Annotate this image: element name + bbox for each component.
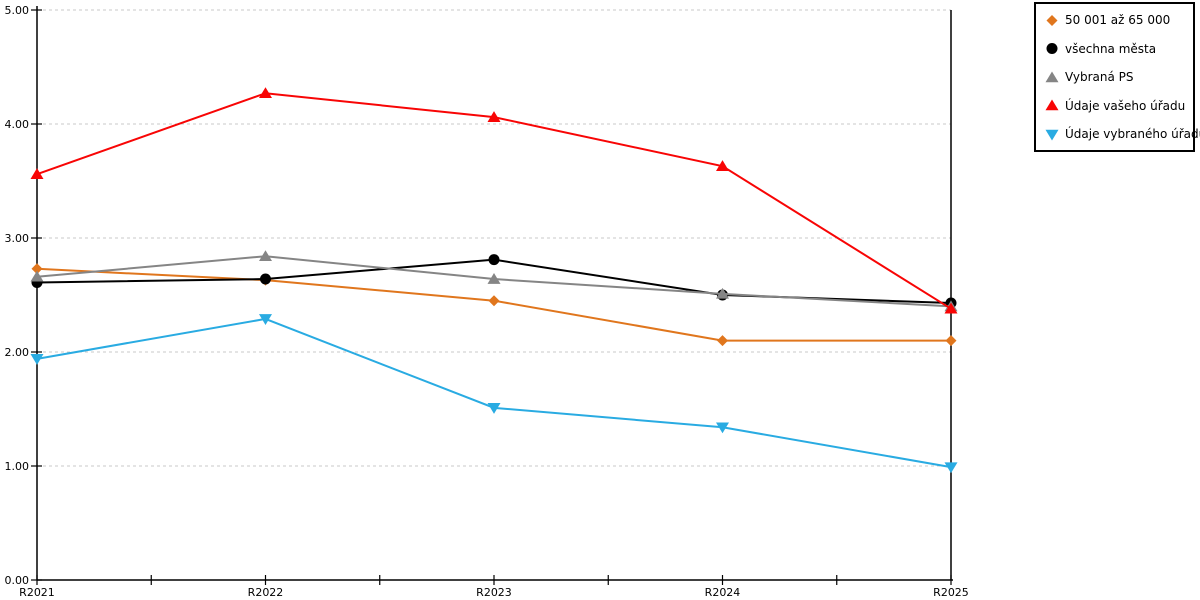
triangle-up-icon xyxy=(1045,99,1059,112)
triangle-up-icon xyxy=(1045,71,1059,84)
y-tick-label: 2.00 xyxy=(5,346,30,359)
legend-label: 50 001 až 65 000 xyxy=(1065,13,1171,27)
data-point xyxy=(488,295,500,307)
data-point xyxy=(488,254,500,266)
chart-legend: 50 001 až 65 000 všechna města Vybraná P… xyxy=(1034,2,1200,152)
x-tick-label: R2024 xyxy=(705,586,741,599)
data-point xyxy=(717,335,728,347)
legend-label: Vybraná PS xyxy=(1065,70,1134,84)
data-point xyxy=(259,314,272,325)
data-point xyxy=(259,250,272,262)
data-point xyxy=(716,422,729,434)
y-tick-label: 0.00 xyxy=(5,574,30,587)
data-point xyxy=(716,287,729,299)
legend-item: Údaje vašeho úřadu xyxy=(1045,99,1187,113)
data-point xyxy=(30,270,44,282)
data-point xyxy=(31,263,43,275)
data-point xyxy=(944,462,958,474)
x-tick-label: R2022 xyxy=(248,586,284,599)
legend-item: všechna města xyxy=(1045,42,1187,56)
legend-item: Údaje vybraného úřadu xyxy=(1045,127,1200,141)
triangle-down-icon xyxy=(1045,128,1059,141)
y-tick-label: 3.00 xyxy=(5,232,30,245)
data-point xyxy=(716,160,729,171)
data-point xyxy=(259,87,272,99)
y-tick-label: 5.00 xyxy=(5,4,30,17)
data-point xyxy=(945,335,957,347)
legend-label: Údaje vašeho úřadu xyxy=(1065,98,1186,113)
legend-item: 50 001 až 65 000 xyxy=(1045,13,1187,27)
x-tick-label: R2023 xyxy=(476,586,512,599)
data-point xyxy=(30,354,44,365)
y-tick-label: 1.00 xyxy=(5,460,30,473)
legend-label: všechna města xyxy=(1065,41,1157,56)
x-tick-label: R2021 xyxy=(19,586,55,599)
x-tick-label: R2025 xyxy=(933,586,969,599)
diamond-icon xyxy=(1045,14,1059,27)
circle-icon xyxy=(1045,42,1059,55)
legend-item: Vybraná PS xyxy=(1045,70,1187,84)
y-tick-label: 4.00 xyxy=(5,118,30,131)
legend-label: Údaje vybraného úřadu xyxy=(1065,127,1200,141)
data-point xyxy=(944,302,958,314)
data-point xyxy=(487,111,501,122)
data-point xyxy=(260,273,271,285)
data-point xyxy=(30,168,44,179)
data-point xyxy=(487,403,501,414)
data-point xyxy=(487,273,501,284)
